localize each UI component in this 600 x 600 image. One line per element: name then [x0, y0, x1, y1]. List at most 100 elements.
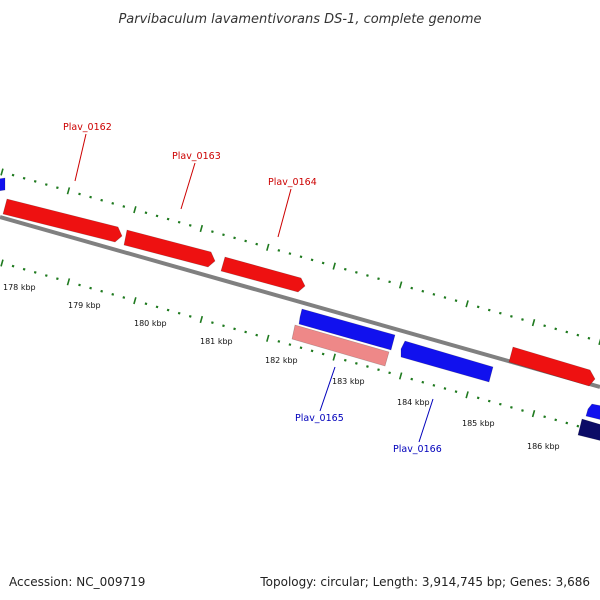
inner-ring-minor-tick: [421, 380, 425, 384]
outer-ring-minor-tick: [233, 236, 236, 240]
inner-ring-minor-tick: [321, 352, 325, 356]
kbp-tick-label: 183 kbp: [332, 377, 365, 386]
outer-ring-minor-tick: [100, 198, 104, 202]
kbp-tick-label: 182 kbp: [265, 356, 298, 365]
outer-tick-ring: [0, 168, 600, 346]
inner-ring-minor-tick: [388, 371, 391, 375]
forward-gene-arrow: [508, 346, 596, 387]
inner-ring-minor-tick: [410, 377, 414, 381]
forward-gene-arrow: [2, 198, 123, 243]
outer-ring-minor-tick: [510, 314, 513, 318]
inner-ring-minor-tick: [211, 321, 214, 324]
inner-ring-minor-tick: [521, 409, 524, 412]
outer-ring-minor-tick: [521, 318, 524, 321]
outer-ring-minor-tick: [78, 192, 81, 196]
outer-ring-minor-tick: [421, 289, 425, 293]
outer-ring-minor-tick: [487, 308, 491, 312]
inner-ring-minor-tick: [144, 302, 148, 306]
inner-ring-minor-tick: [299, 346, 303, 350]
outer-ring-major-tick: [332, 262, 336, 270]
reverse-gene-arrow: [298, 308, 396, 351]
outer-ring-minor-tick: [111, 202, 115, 205]
kbp-tick-labels: 178 kbp 179 kbp 180 kbp 181 kbp 182 kbp 183 k…: [3, 283, 560, 451]
outer-ring-minor-tick: [122, 205, 126, 208]
inner-ring-minor-tick: [166, 308, 170, 312]
inner-ring-major-tick: [0, 259, 4, 267]
gene-label-leader-line: [180, 162, 196, 210]
outer-ring-minor-tick: [476, 305, 480, 309]
gene-label: Plav_0165: [295, 413, 344, 424]
map-title: Parvibaculum lavamentivorans DS-1, compl…: [118, 12, 481, 27]
reverse-gene-arrow: [585, 403, 600, 420]
inner-ring-minor-tick: [56, 277, 59, 281]
inner-ring-major-tick: [133, 297, 137, 305]
outer-ring-minor-tick: [388, 280, 391, 284]
gene-label-leader-line: [418, 398, 434, 443]
outer-ring-minor-tick: [177, 220, 181, 224]
kbp-tick-label: 178 kbp: [3, 283, 36, 292]
inner-ring-minor-tick: [111, 293, 115, 296]
genome-stats-text: Topology: circular; Length: 3,914,745 bp…: [259, 575, 590, 589]
inner-ring-minor-tick: [565, 421, 569, 425]
outer-ring-minor-tick: [188, 223, 192, 227]
inner-ring-minor-tick: [355, 362, 358, 365]
kbp-tick-label: 181 kbp: [200, 337, 233, 346]
outer-ring-minor-tick: [310, 258, 314, 262]
inner-ring-minor-tick: [510, 405, 513, 409]
outer-ring-minor-tick: [355, 271, 358, 274]
inner-ring-minor-tick: [78, 283, 81, 287]
gene-label: Plav_0163: [172, 151, 221, 162]
inner-ring-minor-tick: [443, 387, 447, 390]
kbp-tick-label: 184 kbp: [397, 398, 430, 407]
forward-gene-arrow: [220, 256, 306, 293]
kbp-tick-label: 179 kbp: [68, 301, 101, 310]
outer-ring-minor-tick: [410, 286, 414, 290]
outer-ring-major-tick: [0, 168, 4, 176]
inner-ring-minor-tick: [89, 286, 92, 290]
gene-labels: Plav_0162 Plav_0163 Plav_0164 Plav_0165 Plav…: [63, 122, 442, 455]
gene-label-leader-line: [319, 366, 336, 412]
inner-ring-minor-tick: [432, 384, 436, 387]
inner-ring-minor-tick: [233, 327, 236, 331]
outer-ring-minor-tick: [343, 267, 347, 271]
inner-ring-minor-tick: [255, 333, 259, 337]
outer-ring-minor-tick: [288, 252, 292, 255]
inner-ring-minor-tick: [377, 368, 380, 372]
outer-ring-minor-tick: [155, 214, 159, 218]
outer-ring-minor-tick: [277, 249, 281, 252]
inner-ring-major-tick: [266, 334, 270, 342]
kbp-tick-label: 180 kbp: [134, 319, 167, 328]
inner-ring-minor-tick: [310, 349, 314, 353]
outer-ring-minor-tick: [56, 186, 59, 190]
inner-ring-minor-tick: [33, 271, 37, 274]
outer-ring-minor-tick: [554, 327, 558, 331]
outer-ring-minor-tick: [576, 333, 580, 337]
inner-ring-minor-tick: [498, 402, 502, 406]
outer-ring-minor-tick: [587, 336, 591, 340]
inner-ring-major-tick: [465, 391, 469, 399]
accession-text: Accession: NC_009719: [9, 575, 145, 589]
outer-ring-minor-tick: [432, 293, 436, 296]
inner-ring-minor-tick: [122, 296, 126, 299]
outer-ring-major-tick: [66, 187, 71, 195]
outer-ring-minor-tick: [144, 211, 148, 215]
outer-ring-minor-tick: [22, 176, 26, 180]
inner-ring-minor-tick: [554, 418, 558, 422]
outer-ring-major-tick: [465, 300, 469, 308]
outer-ring-minor-tick: [89, 195, 92, 199]
reverse-gene-arrow: [0, 177, 6, 192]
outer-ring-minor-tick: [498, 311, 502, 315]
inner-ring-minor-tick: [177, 311, 181, 315]
gene-label-leader-line: [277, 188, 292, 238]
inner-ring-minor-tick: [543, 415, 546, 419]
inner-ring-major-tick: [199, 315, 204, 324]
reverse-gene-arrow: [400, 340, 494, 383]
inner-ring-minor-tick: [100, 289, 104, 293]
inner-ring-minor-tick: [487, 399, 491, 403]
inner-ring-minor-tick: [188, 314, 192, 318]
outer-ring-minor-tick: [11, 173, 15, 177]
inner-ring-minor-tick: [366, 365, 369, 368]
reverse-gene-arrow: [577, 418, 600, 441]
outer-ring-minor-tick: [222, 233, 225, 237]
